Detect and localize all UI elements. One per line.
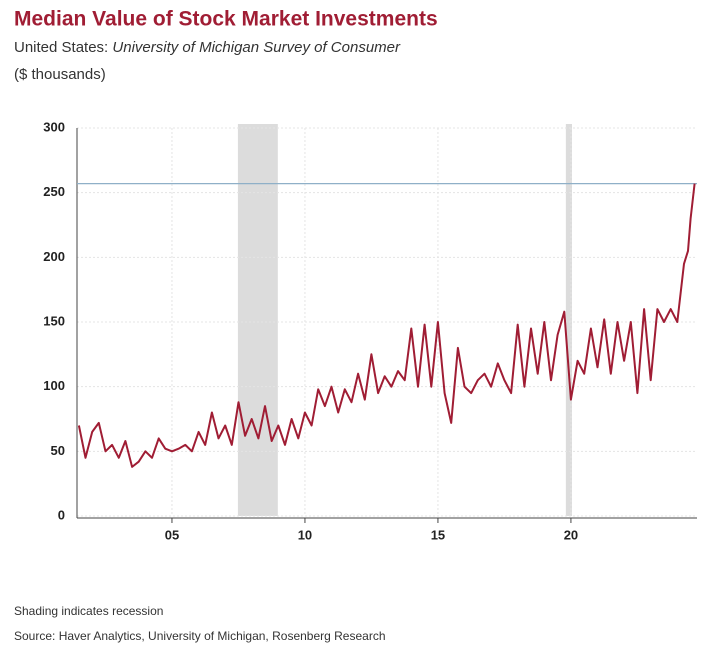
subtitle: United States: University of Michigan Su…	[14, 39, 401, 56]
recession-shade	[565, 124, 572, 516]
y-tick-label: 150	[43, 313, 65, 328]
y-tick-label: 250	[43, 184, 65, 199]
chart-title: Median Value of Stock Market Investments	[14, 8, 438, 31]
x-tick-label: 10	[298, 527, 312, 542]
x-tick-label: 05	[165, 527, 179, 542]
x-tick-label: 20	[564, 527, 578, 542]
subtitle-source: University of Michigan Survey of Consume…	[112, 39, 401, 56]
y-tick-label: 300	[43, 119, 65, 134]
x-tick-label: 15	[431, 527, 445, 542]
units: ($ thousands)	[14, 66, 106, 83]
data-line	[77, 183, 696, 468]
y-tick-label: 200	[43, 249, 65, 264]
y-tick-label: 0	[58, 507, 65, 522]
y-tick-label: 100	[43, 378, 65, 393]
recession-shade	[237, 124, 278, 516]
y-tick-label: 50	[51, 443, 65, 458]
note: Shading indicates recession	[14, 604, 163, 618]
source: Source: Haver Analytics, University of M…	[14, 629, 386, 643]
subtitle-prefix: United States:	[14, 39, 108, 56]
